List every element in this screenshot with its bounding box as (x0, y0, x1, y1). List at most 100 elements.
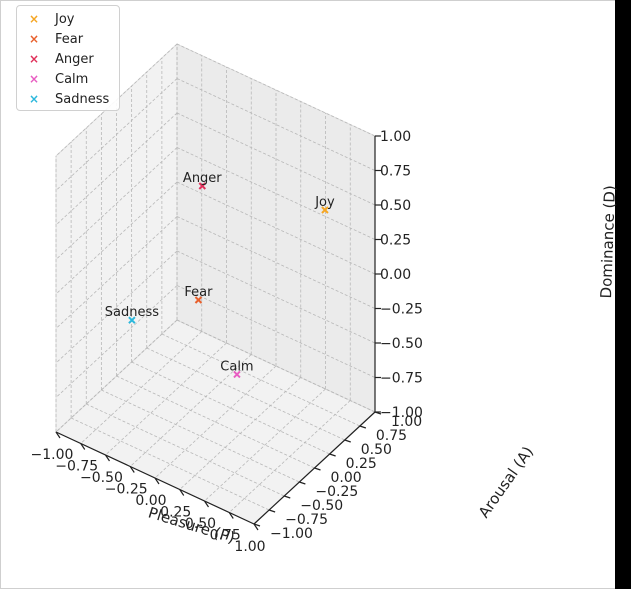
grid-line (55, 216, 178, 329)
legend-item-calm: × Calm (27, 70, 88, 88)
legend-label: Anger (55, 51, 94, 67)
point-label: Joy (314, 195, 335, 210)
tick-labels: −1.00−1.00−1.00−0.75−0.75−0.75−0.50−0.50… (31, 129, 423, 555)
x-tick (55, 431, 61, 439)
x-tick (154, 477, 160, 485)
z-tick-label: −1.00 (380, 405, 423, 421)
y-tick (374, 411, 382, 415)
grid-line (176, 147, 376, 240)
z-tick-label: −0.75 (380, 371, 423, 387)
legend-item-sadness: × Sadness (27, 90, 109, 108)
grid-line (228, 400, 351, 513)
point-label: Fear (184, 285, 213, 300)
y-tick (314, 467, 321, 471)
grid-line (161, 333, 361, 427)
legend: × Joy × Fear × Anger × Calm × Sadness (16, 5, 120, 111)
x-tick (204, 500, 209, 508)
z-axis-title: Dominance (D) (597, 185, 619, 299)
legend-marker: × (28, 32, 40, 46)
x-tick (129, 466, 135, 473)
x-tick (253, 523, 259, 531)
point-label: Sadness (105, 305, 159, 320)
legend-label: Joy (55, 11, 75, 27)
y-tick-label: −0.25 (315, 484, 358, 500)
point-anger: Anger (183, 171, 222, 190)
x-tick (179, 489, 185, 496)
x-tick (228, 512, 234, 519)
z-tick-label: −0.50 (380, 336, 423, 352)
legend-label: Sadness (55, 91, 110, 107)
x-tick-label: −0.75 (55, 459, 98, 475)
y-tick (253, 523, 261, 527)
point-marker (128, 316, 136, 324)
y-tick-label: 0.50 (361, 442, 392, 458)
window-edge (615, 0, 631, 589)
grid-line (176, 181, 376, 275)
grid-line (55, 285, 178, 398)
point-joy: Joy (314, 195, 335, 214)
point-fear: Fear (184, 285, 213, 304)
y-tick-label: −0.50 (300, 498, 343, 514)
y-tick-label: 0.25 (346, 456, 377, 472)
legend-marker: × (28, 52, 40, 66)
y-tick (284, 495, 291, 499)
grid-line (55, 181, 178, 295)
grid-line (116, 375, 315, 469)
z-tick-label: 0.00 (380, 267, 411, 283)
grid-line (176, 285, 376, 378)
y-tick-label: 1.00 (391, 414, 422, 430)
y-tick-label: −1.00 (270, 526, 313, 542)
y-tick-label: −0.75 (285, 512, 328, 528)
legend-item-joy: × Joy (27, 10, 75, 28)
z-tick-label: −0.25 (380, 302, 423, 318)
x-tick-label: −0.50 (80, 470, 123, 486)
grid-line (176, 216, 376, 309)
point-calm: Calm (220, 359, 254, 379)
legend-marker: × (28, 92, 40, 106)
point-marker (194, 296, 203, 304)
y-tick-label: 0.75 (376, 428, 407, 444)
z-tick-label: 0.75 (380, 164, 411, 180)
legend-marker: × (28, 72, 40, 86)
x-tick-label: −0.25 (105, 482, 148, 498)
x-tick-label: −1.00 (31, 447, 74, 463)
grid-line (70, 417, 270, 511)
grid-line (154, 365, 277, 479)
grid-line (55, 250, 178, 364)
point-sadness: Sadness (105, 305, 159, 324)
grid-line (55, 147, 178, 260)
grid-line (146, 347, 345, 441)
x-tick-label: 0.00 (135, 493, 166, 509)
legend-item-fear: × Fear (27, 30, 83, 48)
legend-label: Calm (55, 71, 89, 87)
y-tick (268, 509, 276, 513)
point-label: Calm (220, 359, 253, 374)
grid-line (55, 78, 178, 191)
grid-line (55, 112, 178, 226)
grid-line (131, 361, 330, 455)
x-tick (80, 443, 86, 450)
legend-label: Fear (55, 31, 84, 47)
y-tick-label: 0.00 (331, 470, 362, 486)
grid-line (204, 388, 326, 502)
grid-line (105, 342, 227, 456)
y-tick (344, 439, 351, 443)
point-label: Anger (183, 171, 222, 186)
grid-line (176, 43, 376, 137)
z-tick-label: 0.50 (380, 198, 411, 214)
point-marker (233, 370, 241, 379)
x-tick-label: 0.25 (160, 505, 191, 521)
grid-line (86, 403, 285, 497)
x-tick-label: 0.75 (210, 528, 241, 544)
grid-line (179, 377, 302, 490)
grid-line (101, 389, 300, 483)
z-tick-label: 0.25 (380, 233, 411, 249)
grid-line (176, 78, 376, 171)
point-marker (321, 206, 329, 214)
x-tick-label: 0.50 (185, 516, 216, 532)
grid-line (176, 250, 376, 344)
data-points: Joy Fear Anger Calm Sadness (105, 171, 335, 379)
z-tick-label: 1.00 (380, 129, 411, 145)
x-tick-label: 1.00 (234, 539, 265, 555)
